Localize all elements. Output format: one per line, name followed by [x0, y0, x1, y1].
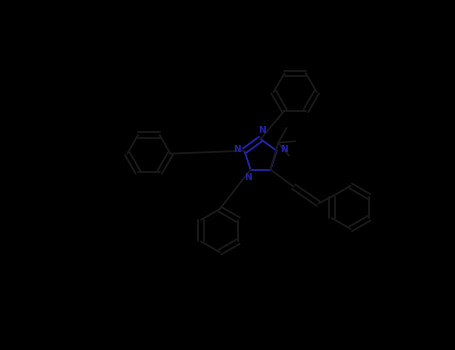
Text: N: N: [244, 173, 251, 182]
Text: N: N: [281, 145, 288, 154]
Text: N: N: [233, 145, 241, 154]
Text: N: N: [258, 126, 266, 135]
